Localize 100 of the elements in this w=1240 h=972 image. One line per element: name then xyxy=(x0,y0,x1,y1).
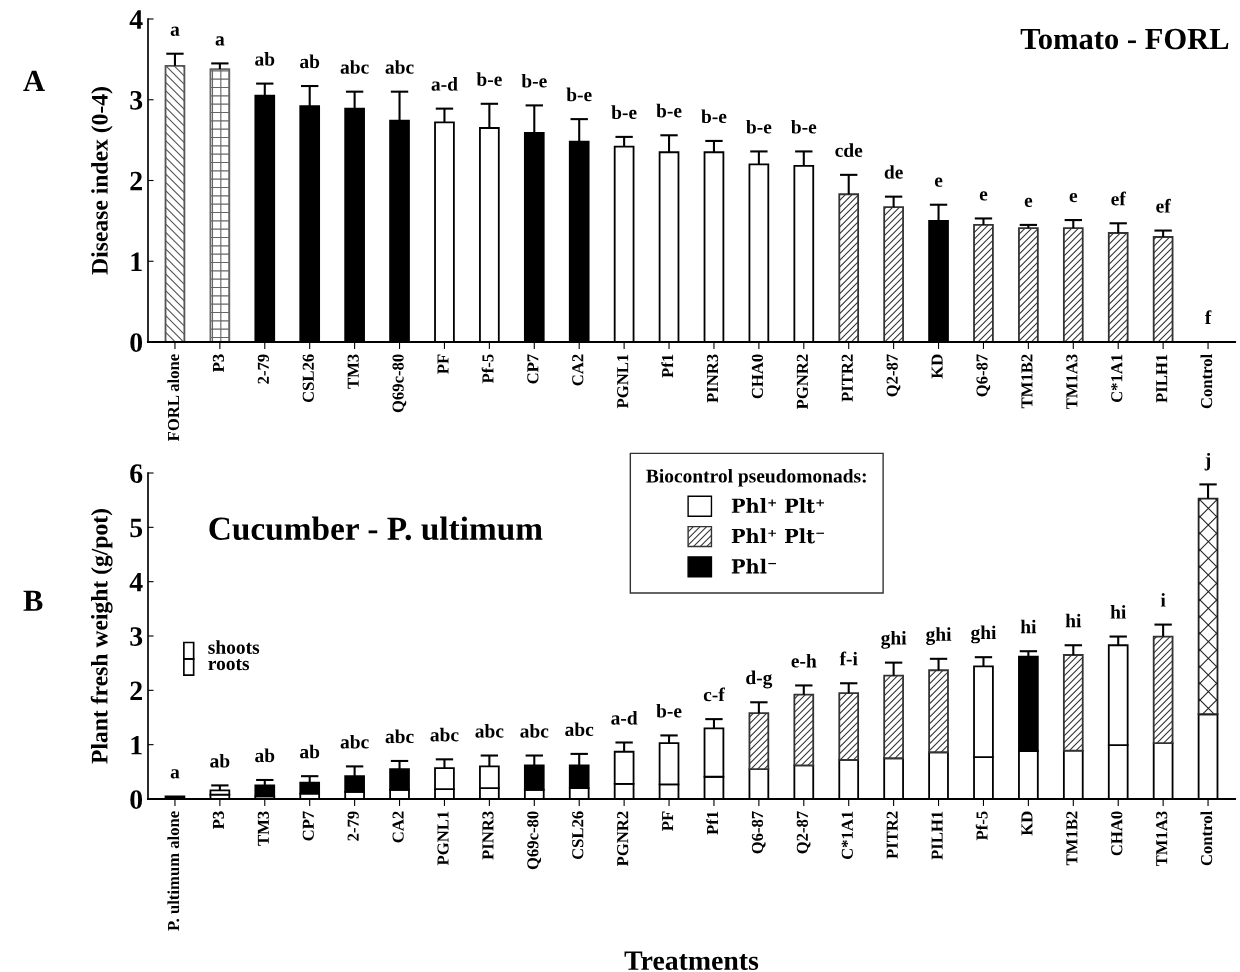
x-tick-label: Q2-87 xyxy=(886,354,901,397)
text: B xyxy=(23,590,43,611)
x-tick-label: PF xyxy=(437,354,449,374)
y-tick-label: 6 xyxy=(130,464,143,483)
x-tick-label: Pf1 xyxy=(706,811,718,835)
x-axis-title: Treatments xyxy=(624,951,759,971)
text: A xyxy=(23,70,45,91)
annotation: shoots xyxy=(208,640,260,654)
annotation: ghi xyxy=(881,630,907,649)
x-tick-label: Control xyxy=(1200,354,1213,409)
y-tick-label: 1 xyxy=(131,252,142,271)
y-tick-label: 4 xyxy=(129,10,143,29)
x-tick-label: PITR2 xyxy=(886,811,898,859)
annotation: b-e xyxy=(656,703,682,718)
x-tick-label: P3 xyxy=(212,354,225,373)
annotation: f xyxy=(1204,310,1212,324)
y-tick-label: 3 xyxy=(130,627,143,646)
annotation: de xyxy=(884,165,903,179)
y-tick-label: 2 xyxy=(130,171,142,191)
annotation: c-f xyxy=(703,687,725,702)
annotation: ghi xyxy=(926,627,952,645)
annotation: b-e xyxy=(476,72,502,86)
x-tick-label: PGNL1 xyxy=(437,811,449,866)
annotation: abc xyxy=(340,734,369,749)
annotation: e xyxy=(934,177,943,187)
annotation: b-e xyxy=(611,105,637,120)
annotation: hi xyxy=(1020,619,1037,634)
annotation: a xyxy=(170,26,180,36)
x-tick-label: KD xyxy=(931,354,943,379)
x-tick-label: PITR2 xyxy=(841,354,853,402)
x-tick-label: TM3 xyxy=(347,354,359,389)
y-tick-label: 1 xyxy=(131,735,142,755)
annotation: abc xyxy=(430,727,459,742)
annotation: i xyxy=(1160,593,1166,607)
y-tick-label: 3 xyxy=(130,90,143,110)
x-tick-label: CA2 xyxy=(392,811,404,843)
x-tick-label: CP7 xyxy=(527,354,539,384)
x-tick-label: PILH1 xyxy=(1156,354,1168,403)
x-tick-label: P3 xyxy=(212,811,225,830)
legend-label: Phl⁺ Plt⁻ xyxy=(731,528,825,544)
annotation: abc xyxy=(475,724,504,738)
x-tick-label: PGNL1 xyxy=(617,354,629,409)
x-tick-label: Pf-5 xyxy=(481,354,494,384)
y-axis-title: Plant fresh weight (g/pot) xyxy=(90,509,113,764)
legend-label: Phl⁻ xyxy=(731,558,776,574)
annotation: ef xyxy=(1111,191,1126,206)
annotation: ab xyxy=(255,748,275,763)
x-tick-label: Q6-87 xyxy=(976,354,991,397)
y-tick-label: 0 xyxy=(130,333,143,352)
x-tick-label: C*1A1 xyxy=(841,811,853,860)
x-tick-label: TM1B2 xyxy=(1066,811,1078,866)
annotation: b-e xyxy=(656,103,682,118)
x-tick-label: CP7 xyxy=(302,811,314,841)
annotation: abc xyxy=(340,60,369,74)
x-tick-label: CA2 xyxy=(572,354,584,386)
annotation: roots xyxy=(208,659,250,671)
x-tick-label: Q6-87 xyxy=(751,811,766,854)
x-tick-label: C*1A1 xyxy=(1111,354,1123,403)
annotation: b-e xyxy=(521,73,547,88)
x-tick-label: PINR3 xyxy=(482,811,494,860)
annotation: ab xyxy=(300,744,320,759)
annotation: b-e xyxy=(701,109,727,124)
x-tick-label: TM1A3 xyxy=(1066,354,1078,410)
x-tick-label: PGNR2 xyxy=(617,811,629,867)
x-tick-label: PILH1 xyxy=(931,811,943,860)
x-tick-label: Pf-5 xyxy=(975,811,988,841)
y-tick-label: 2 xyxy=(130,681,142,700)
x-tick-label: Q69c-80 xyxy=(392,354,407,413)
annotation: a xyxy=(215,36,225,46)
x-tick-label: 2-79 xyxy=(257,354,269,384)
x-tick-label: 2-79 xyxy=(347,811,359,841)
annotation: a xyxy=(170,769,180,779)
annotation: abc xyxy=(385,729,414,744)
annotation: abc xyxy=(565,722,594,737)
annotation: hi xyxy=(1065,613,1082,628)
annotation: ab xyxy=(300,54,320,69)
y-tick-label: 4 xyxy=(129,573,143,592)
annotation: e-h xyxy=(791,653,817,668)
x-tick-label: PGNR2 xyxy=(796,354,808,410)
annotation: abc xyxy=(385,60,414,74)
annotation: a-d xyxy=(611,710,638,725)
legend-label: Phl⁺ Plt⁺ xyxy=(731,498,825,514)
x-tick-label: FORL alone xyxy=(167,354,180,442)
x-tick-label: CHA0 xyxy=(1111,811,1123,856)
annotation: e xyxy=(979,191,988,201)
y-axis-title: Disease index (0-4) xyxy=(91,87,113,275)
x-tick-label: PINR3 xyxy=(706,354,719,403)
x-tick-label: Q69c-80 xyxy=(527,811,541,870)
x-tick-label: TM1A3 xyxy=(1156,811,1168,867)
x-tick-label: Pf1 xyxy=(661,354,674,378)
x-tick-label: Q2-87 xyxy=(796,811,811,854)
legend-title: Biocontrol pseudomonads: xyxy=(646,468,866,487)
annotation: e xyxy=(1024,197,1033,208)
annotation: e xyxy=(1069,192,1078,203)
x-tick-label: TM1B2 xyxy=(1021,354,1033,409)
x-tick-label: KD xyxy=(1021,811,1033,836)
x-tick-label: TM3 xyxy=(257,811,269,846)
y-tick-label: 5 xyxy=(130,518,143,538)
x-tick-label: CHA0 xyxy=(751,354,764,399)
x-tick-label: PF xyxy=(662,811,674,831)
